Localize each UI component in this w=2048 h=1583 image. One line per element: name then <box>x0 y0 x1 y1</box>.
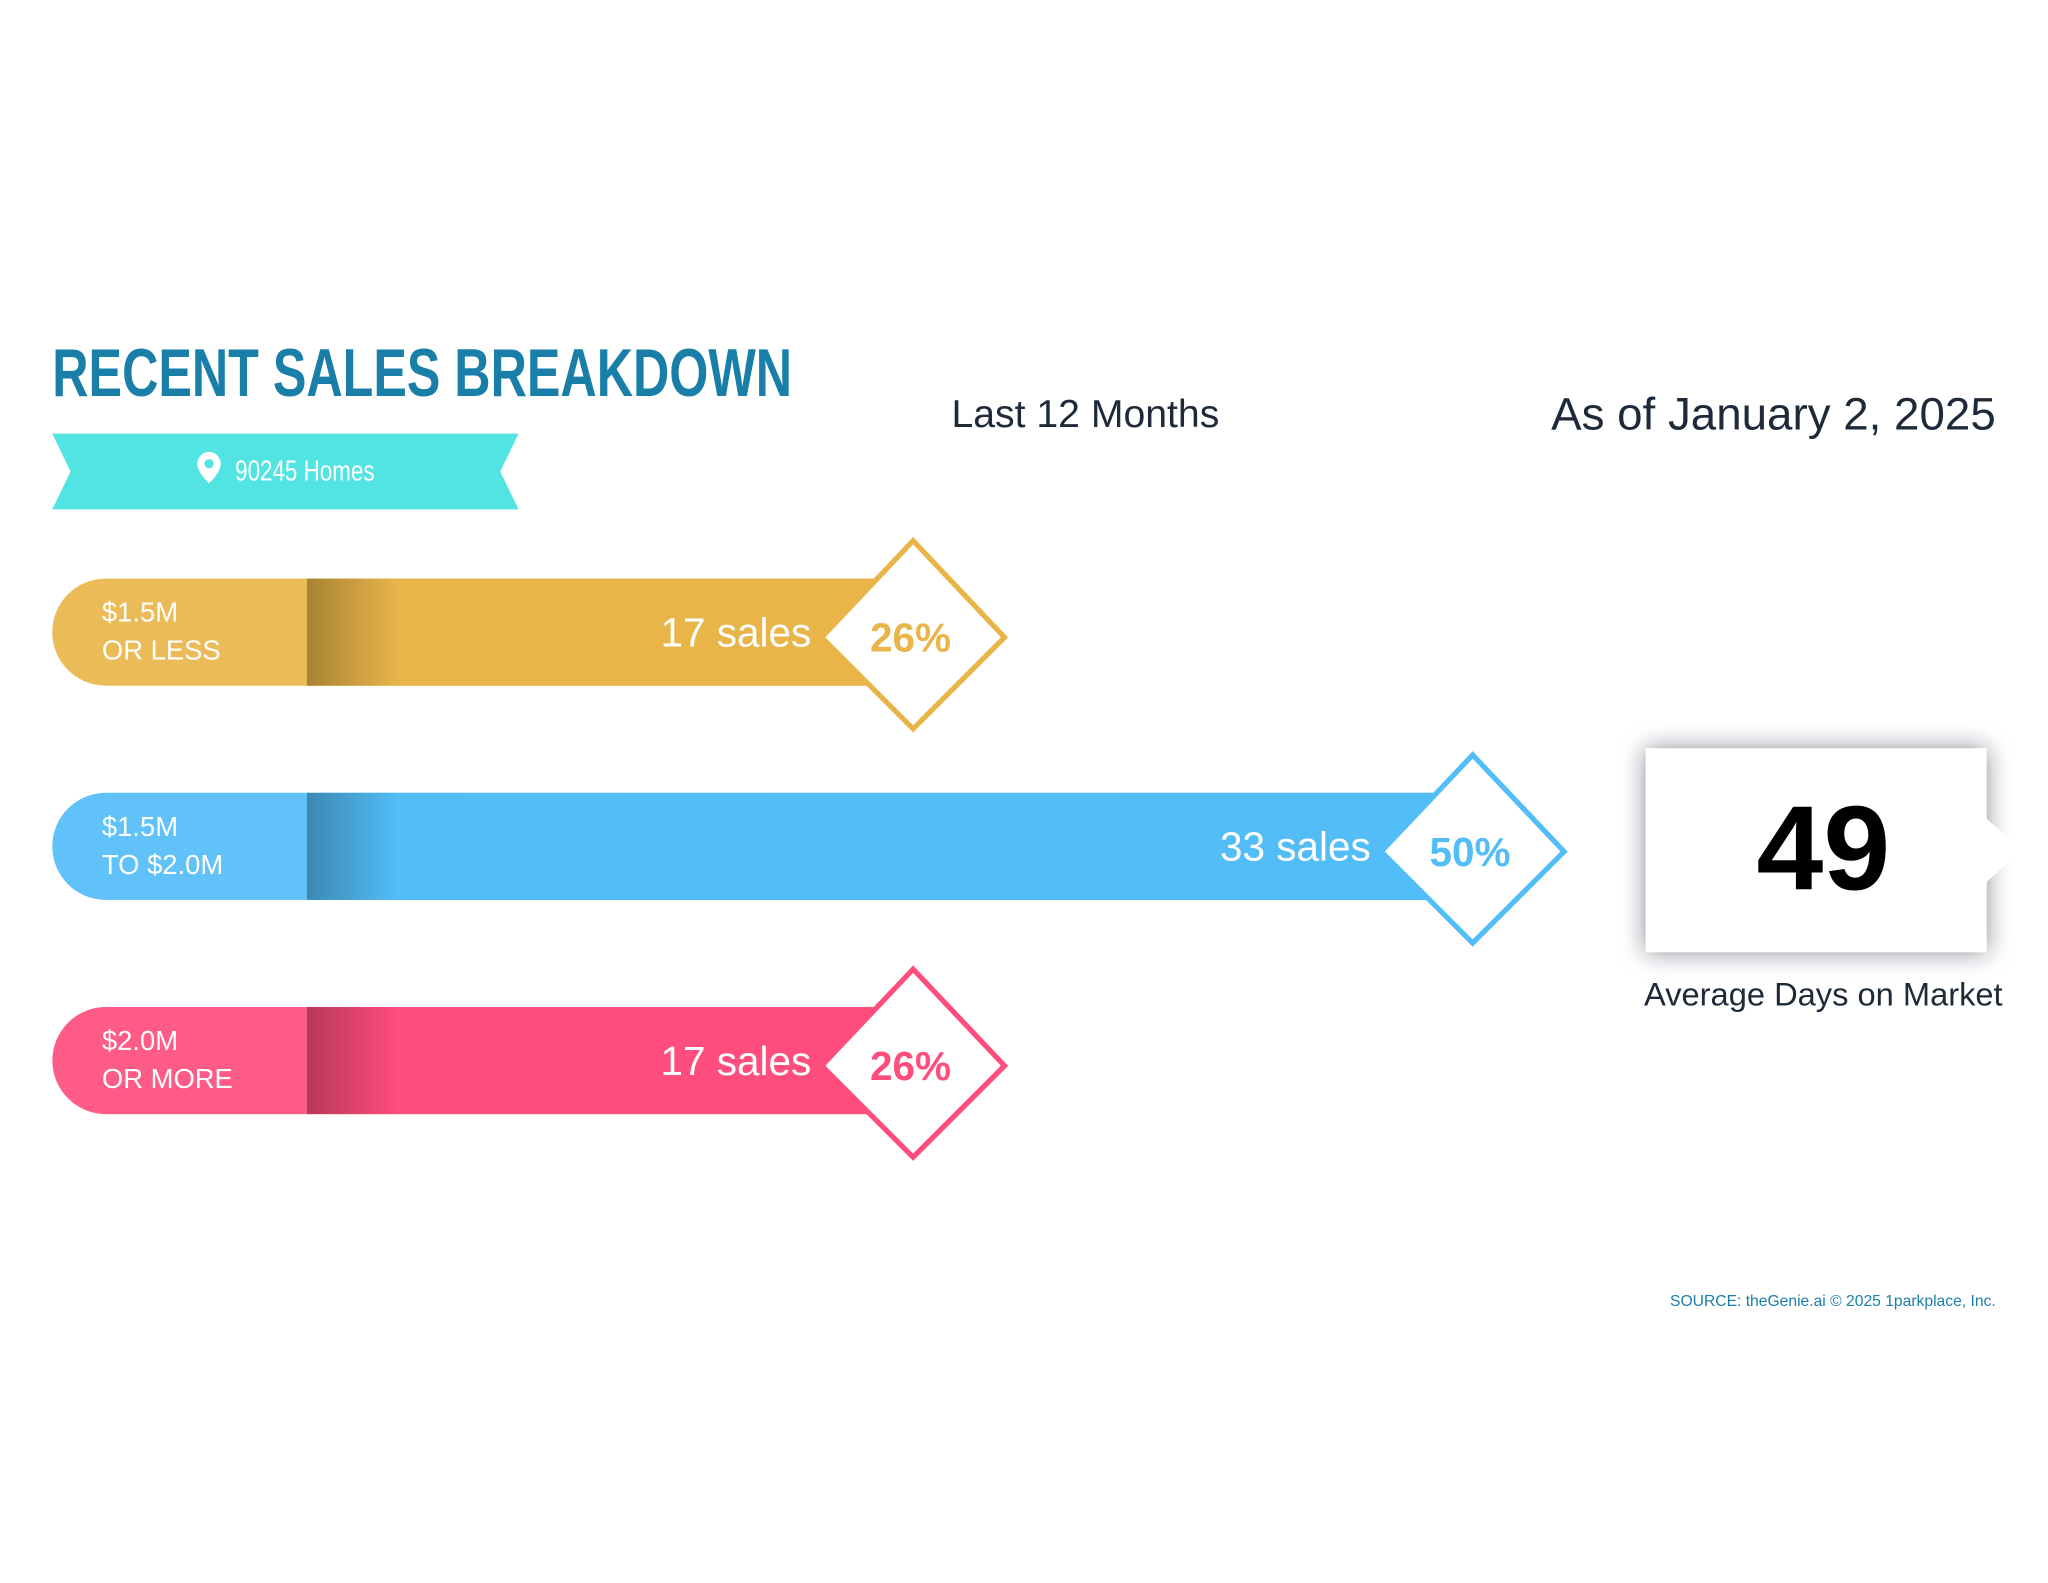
category-label: $1.5M <box>102 811 178 842</box>
bar-sheen <box>306 578 914 686</box>
category-label: OR LESS <box>102 635 221 666</box>
bar-label-area <box>52 792 307 900</box>
pin-dot <box>204 459 214 469</box>
sales-label: 33 sales <box>1220 824 1371 870</box>
subtitle: 90245 Homes <box>235 456 374 487</box>
highlight-value: 49 <box>1757 781 1891 915</box>
source: SOURCE: theGenie.ai © 2025 1parkplace, I… <box>1670 1293 1996 1310</box>
category-label: TO $2.0M <box>102 849 223 880</box>
bar-label-area <box>52 578 307 686</box>
share-label: 26% <box>870 615 951 661</box>
category-label: $2.0M <box>102 1025 178 1056</box>
sales-label: 17 sales <box>661 1038 812 1084</box>
as-of: As of January 2, 2025 <box>1551 389 1996 440</box>
highlight-label: Average Days on Market <box>1644 976 2003 1013</box>
category-label: $1.5M <box>102 597 178 628</box>
diamond <box>818 536 1009 733</box>
share-label: 50% <box>1430 829 1511 875</box>
bar-label-area <box>52 1007 307 1115</box>
share-label: 26% <box>870 1043 951 1089</box>
bar-sheen <box>306 1007 914 1115</box>
bar-shade <box>306 578 399 686</box>
period: Last 12 Months <box>951 393 1219 436</box>
bar-sheen <box>306 792 1473 900</box>
bar-shade <box>306 792 399 900</box>
category-label: OR MORE <box>102 1063 233 1094</box>
diamond <box>818 965 1009 1161</box>
bar-shade <box>306 1007 399 1115</box>
diamond <box>1377 751 1568 947</box>
sales-label: 17 sales <box>661 610 812 656</box>
highlight-pointer <box>1983 816 2022 885</box>
highlight-box-inner <box>1648 751 1984 950</box>
chart-title: RECENT SALES BREAKDOWN <box>52 334 792 410</box>
ribbon <box>52 433 519 510</box>
